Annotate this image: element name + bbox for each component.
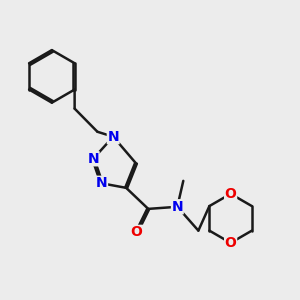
Text: O: O	[225, 187, 237, 201]
Text: N: N	[172, 200, 183, 214]
Text: O: O	[131, 225, 142, 239]
Text: O: O	[225, 236, 237, 250]
Text: N: N	[87, 152, 99, 166]
Text: N: N	[96, 176, 107, 190]
Text: N: N	[107, 130, 119, 144]
